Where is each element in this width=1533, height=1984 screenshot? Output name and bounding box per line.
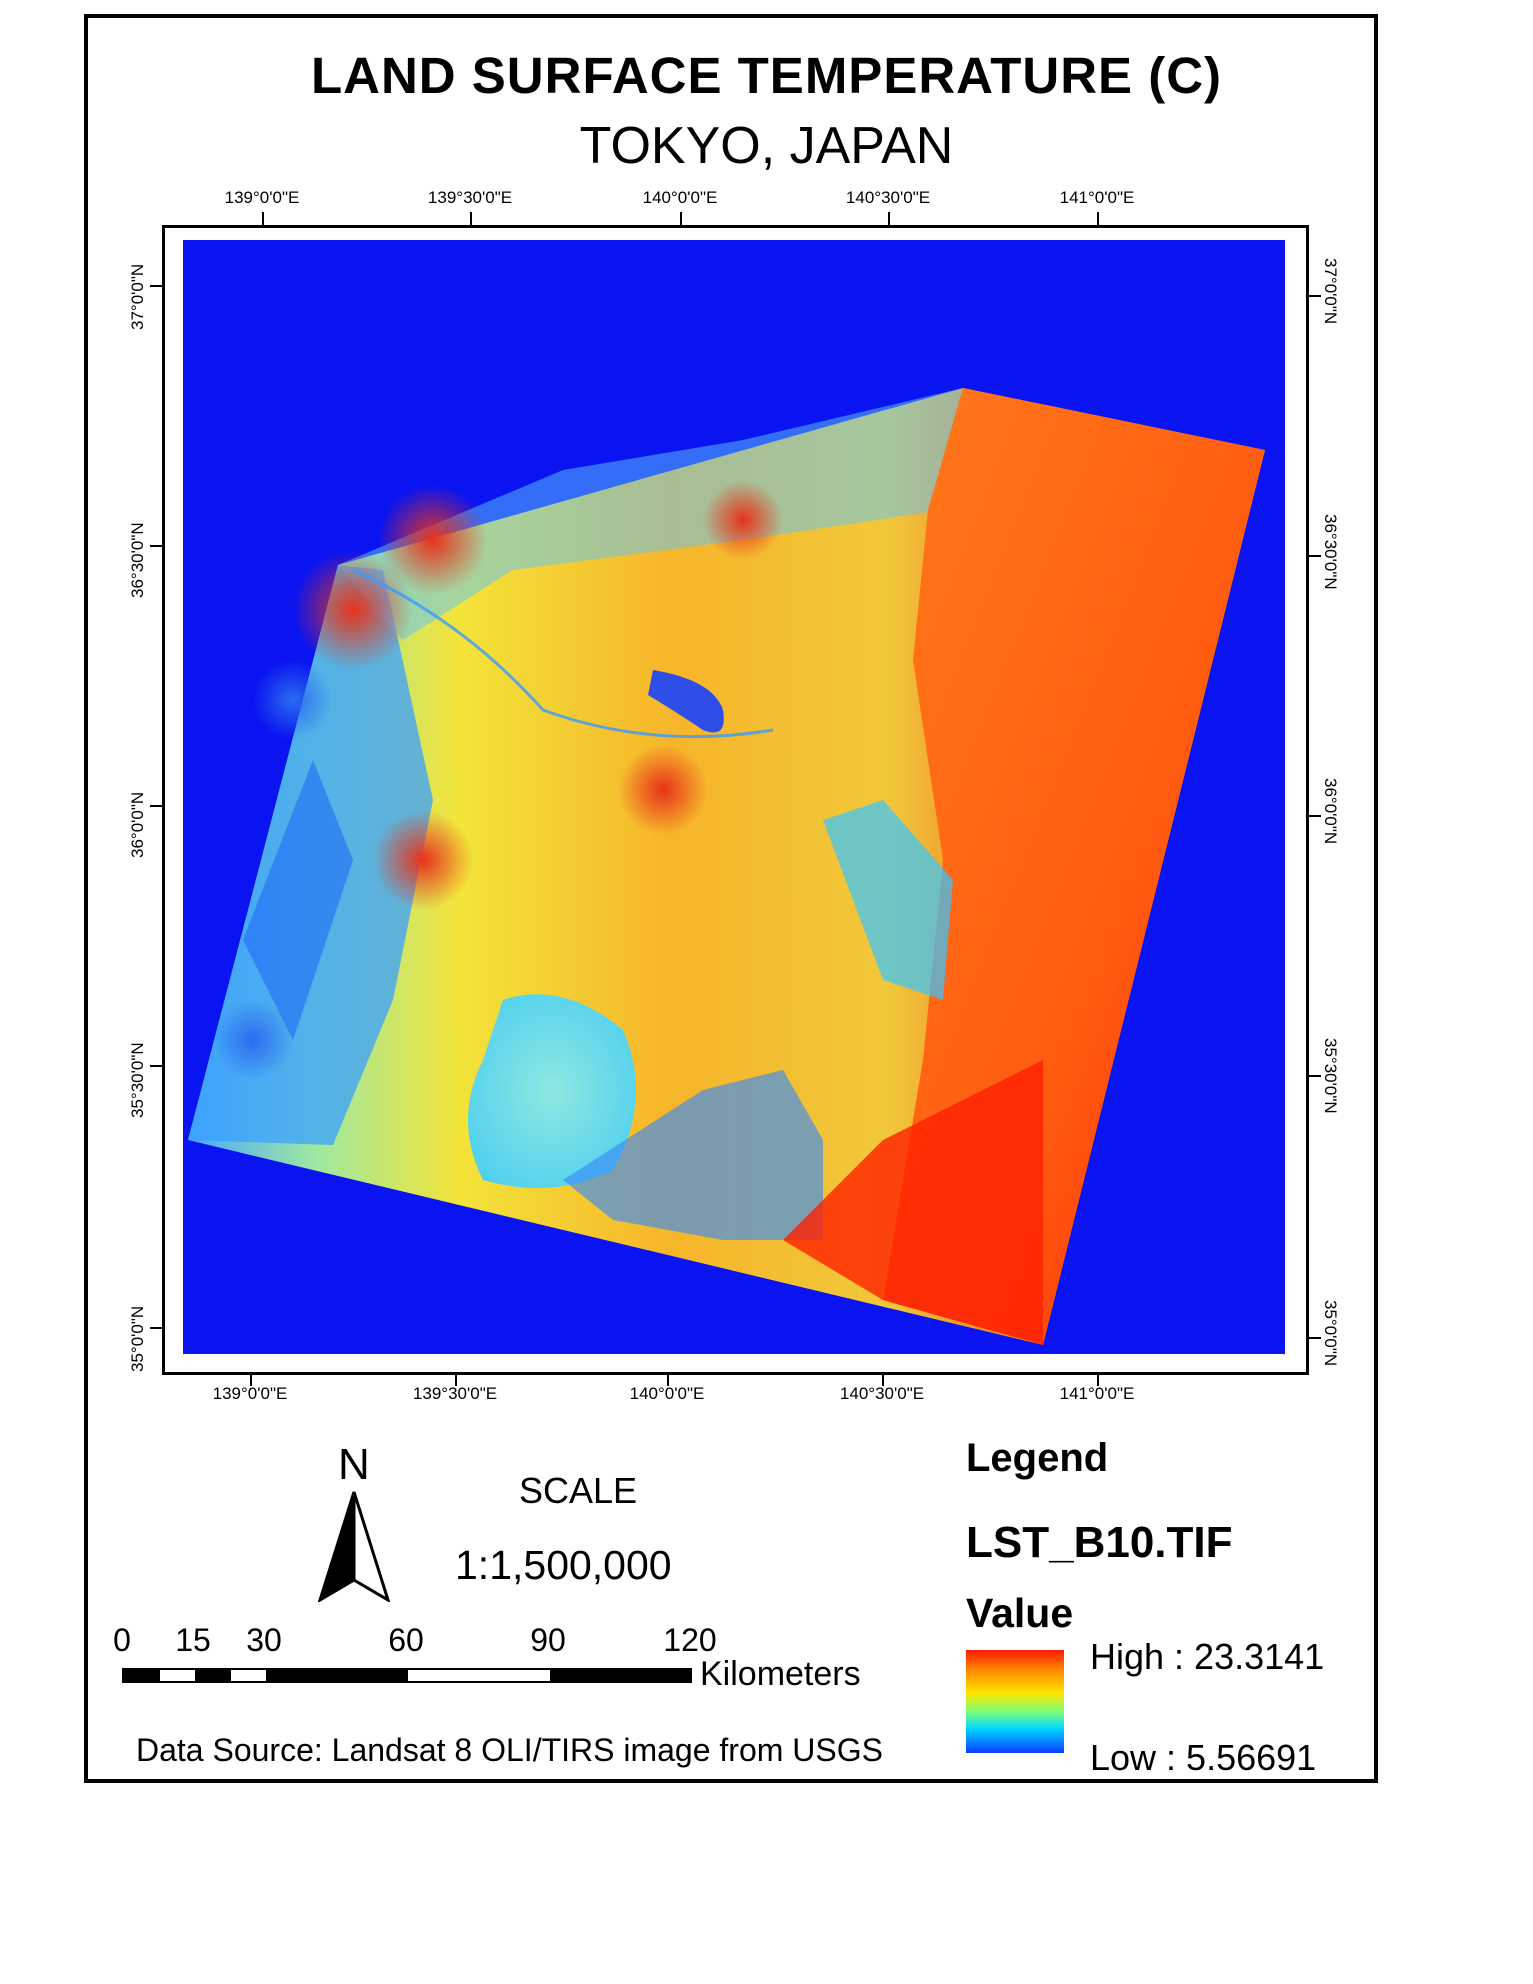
map-title: LAND SURFACE TEMPERATURE (C) bbox=[310, 47, 1223, 104]
graticule-tick bbox=[667, 1374, 669, 1386]
graticule-tick bbox=[150, 1065, 163, 1067]
graticule-label-left: 35°0'0"N bbox=[128, 1305, 147, 1372]
graticule-tick bbox=[262, 212, 264, 226]
legend-high-label: High : 23.3141 bbox=[1090, 1636, 1325, 1677]
legend-low-label: Low : 5.56691 bbox=[1090, 1737, 1317, 1778]
graticule-label-top: 141°0'0"E bbox=[1059, 188, 1135, 207]
graticule-tick bbox=[888, 212, 890, 226]
graticule-tick bbox=[882, 1374, 884, 1386]
graticule-label-left: 36°0'0"N bbox=[128, 791, 147, 858]
graticule-label-left: 37°0'0"N bbox=[128, 263, 147, 330]
graticule-label-bottom: 140°30'0"E bbox=[839, 1384, 925, 1403]
map-layout-frame bbox=[84, 14, 1378, 1783]
north-arrow-label: N bbox=[338, 1440, 370, 1489]
scalebar-tick-label: 30 bbox=[246, 1622, 282, 1658]
graticule-label-bottom: 139°0'0"E bbox=[212, 1384, 288, 1403]
graticule-label-right: 36°0'0"N bbox=[1321, 778, 1340, 845]
scale-bar bbox=[122, 1668, 692, 1683]
graticule-label-right: 37°0'0"N bbox=[1321, 258, 1340, 325]
scale-ratio: 1:1,500,000 bbox=[455, 1542, 672, 1588]
lst-raster-map[interactable] bbox=[183, 240, 1285, 1354]
graticule-label-bottom: 139°30'0"E bbox=[412, 1384, 498, 1403]
legend-title: Legend bbox=[966, 1436, 1109, 1480]
graticule-label-left: 36°30'0"N bbox=[128, 522, 147, 598]
scale-bar-segment bbox=[550, 1670, 692, 1681]
scale-bar-segment bbox=[195, 1670, 231, 1681]
graticule-label-top: 139°30'0"E bbox=[427, 188, 513, 207]
graticule-tick bbox=[470, 212, 472, 226]
graticule-tick bbox=[150, 285, 163, 287]
graticule-label-right: 35°0'0"N bbox=[1321, 1300, 1340, 1367]
graticule-label-left: 35°30'0"N bbox=[128, 1042, 147, 1118]
scale-bar-unit: Kilometers bbox=[700, 1655, 861, 1693]
graticule-tick bbox=[1308, 1337, 1321, 1339]
graticule-label-right: 36°30'0"N bbox=[1321, 514, 1340, 590]
graticule-label-right: 35°30'0"N bbox=[1321, 1038, 1340, 1114]
legend-layer-name: LST_B10.TIF bbox=[966, 1518, 1233, 1567]
scale-title: SCALE bbox=[519, 1470, 638, 1511]
map-subtitle: TOKYO, JAPAN bbox=[579, 117, 954, 175]
lst-raster-image bbox=[188, 388, 1265, 1345]
graticule-tick bbox=[1097, 1374, 1099, 1386]
graticule-tick bbox=[1097, 212, 1099, 226]
graticule-tick bbox=[1308, 555, 1321, 557]
graticule-tick bbox=[1308, 815, 1321, 817]
legend-field-name: Value bbox=[966, 1590, 1074, 1636]
scalebar-tick-label: 15 bbox=[175, 1622, 211, 1658]
graticule-tick bbox=[1308, 1075, 1321, 1077]
graticule-tick bbox=[150, 1327, 163, 1329]
graticule-tick bbox=[455, 1374, 457, 1386]
graticule-tick bbox=[150, 805, 163, 807]
scalebar-tick-label: 90 bbox=[530, 1622, 566, 1658]
scale-bar-segment bbox=[266, 1670, 408, 1681]
graticule-tick bbox=[680, 212, 682, 226]
north-arrow-icon bbox=[318, 1491, 390, 1602]
data-source-note: Data Source: Landsat 8 OLI/TIRS image fr… bbox=[136, 1732, 883, 1768]
graticule-tick bbox=[250, 1374, 252, 1386]
scalebar-tick-label: 60 bbox=[388, 1622, 424, 1658]
graticule-tick bbox=[150, 545, 163, 547]
graticule-label-bottom: 140°0'0"E bbox=[629, 1384, 705, 1403]
scalebar-tick-label: 120 bbox=[663, 1622, 717, 1658]
graticule-tick bbox=[1308, 295, 1321, 297]
graticule-label-top: 140°0'0"E bbox=[642, 188, 718, 207]
scale-bar-segment bbox=[124, 1670, 160, 1681]
graticule-label-top: 139°0'0"E bbox=[224, 188, 300, 207]
legend-color-ramp bbox=[966, 1650, 1064, 1753]
scalebar-tick-label: 0 bbox=[113, 1622, 131, 1658]
graticule-label-bottom: 141°0'0"E bbox=[1059, 1384, 1135, 1403]
graticule-label-top: 140°30'0"E bbox=[845, 188, 931, 207]
